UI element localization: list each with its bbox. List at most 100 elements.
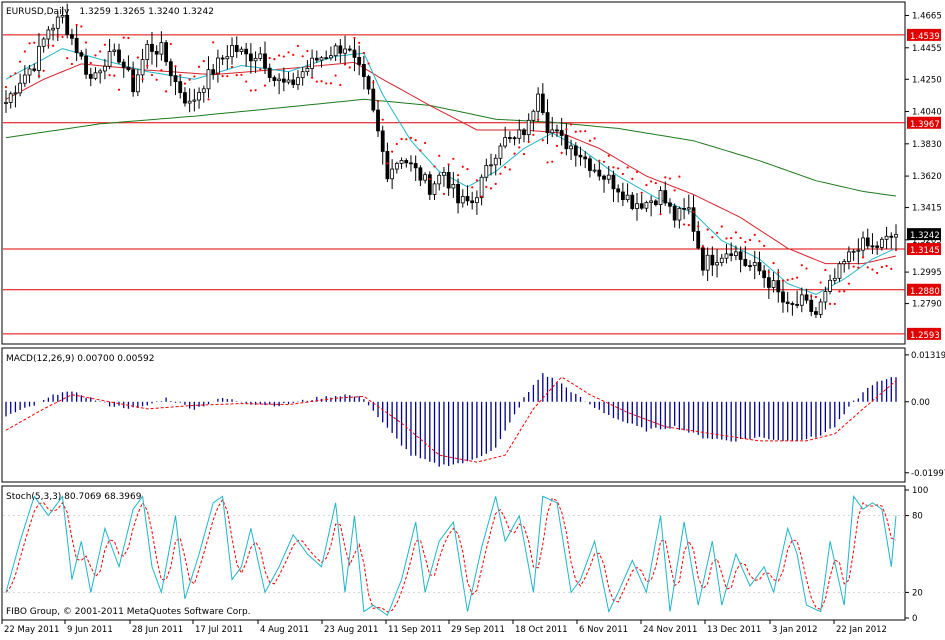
sar-dot: [325, 82, 328, 85]
price-bar: [639, 194, 644, 210]
price-bar: [239, 46, 244, 55]
price-bar: [658, 186, 663, 214]
sar-dot: [480, 195, 483, 198]
price-bar: [738, 246, 743, 273]
bar-body: [145, 43, 150, 60]
bar-body: [701, 247, 705, 271]
bar-body: [451, 184, 456, 189]
sar-dot: [33, 41, 36, 44]
bar-body: [314, 57, 319, 61]
price-bar: [668, 198, 672, 214]
price-bar: [248, 43, 253, 74]
bar-body: [140, 59, 145, 76]
sar-dot: [763, 244, 766, 248]
price-bar: [484, 158, 489, 182]
bar-body: [201, 88, 206, 93]
bar-body: [705, 254, 710, 271]
sar-dot: [216, 72, 220, 75]
sar-dot: [852, 265, 855, 268]
bar-body: [644, 202, 649, 209]
x-tick-label: 22 May 2011: [4, 625, 59, 635]
price-bar: [361, 55, 366, 90]
price-bar: [211, 64, 216, 80]
bar-body: [333, 45, 338, 57]
price-bar: [512, 136, 517, 146]
bar-body: [51, 27, 55, 31]
price-bar: [51, 23, 55, 41]
y-tick-label: 1.3830: [912, 140, 942, 150]
sar-dot: [833, 302, 836, 306]
bar-body: [672, 205, 677, 221]
price-bar: [60, 6, 65, 24]
x-tick-label: 22 Jan 2012: [836, 625, 887, 635]
bar-body: [658, 190, 663, 206]
bar-body: [828, 279, 832, 292]
price-bar: [583, 151, 588, 169]
sar-dot: [395, 142, 398, 146]
sar-dot: [240, 73, 243, 76]
sar-dot: [230, 65, 234, 69]
price-bar: [625, 183, 630, 203]
sar-dot: [47, 44, 50, 47]
sar-dot: [282, 55, 285, 58]
price-bar: [809, 294, 814, 317]
sar-dot: [273, 58, 276, 61]
price-bar: [653, 199, 658, 207]
price-bar: [446, 165, 451, 196]
price-bar: [733, 245, 738, 261]
price-bar: [456, 178, 460, 214]
price-bar: [27, 64, 32, 84]
price-bar: [314, 50, 319, 63]
price-bar: [145, 40, 150, 69]
price-bar: [117, 43, 121, 64]
price-bar: [470, 191, 475, 210]
bar-body: [164, 42, 169, 63]
sar-dot: [249, 89, 252, 92]
bar-body: [267, 67, 272, 78]
bar-body: [616, 188, 621, 193]
price-bar: [310, 49, 314, 79]
price-bar: [865, 228, 870, 250]
current-price-label: 1.3242: [910, 231, 940, 241]
price-bar: [465, 185, 470, 206]
sar-dot: [108, 73, 111, 77]
price-plot: [3, 3, 905, 335]
bar-body: [842, 261, 847, 265]
price-bar: [206, 56, 211, 98]
price-bar: [173, 66, 178, 96]
sar-dot: [612, 166, 615, 169]
price-bar: [329, 46, 333, 61]
price-bar: [602, 174, 606, 193]
sar-dot: [165, 90, 168, 93]
sar-dot: [843, 290, 846, 293]
price-bar: [884, 226, 889, 249]
x-tick-label: 24 Nov 2011: [643, 625, 697, 635]
sar-dot: [593, 137, 596, 140]
sar-dot: [800, 264, 803, 267]
bar-body: [545, 112, 550, 134]
sar-dot: [442, 192, 446, 195]
sar-dot: [494, 182, 497, 185]
price-bar: [263, 41, 267, 74]
bar-body: [710, 254, 715, 266]
sar-dot: [715, 231, 719, 234]
sar-dot: [301, 55, 304, 58]
bar-body: [150, 43, 154, 52]
sar-dot: [42, 69, 45, 72]
sar-dot: [857, 266, 860, 269]
price-bar: [672, 203, 677, 228]
price-bar: [183, 87, 187, 107]
price-bar: [319, 56, 324, 68]
price-bar: [630, 191, 635, 211]
sar-dot: [471, 186, 474, 189]
bar-body: [13, 92, 18, 95]
price-bar: [766, 269, 771, 299]
price-bar: [197, 87, 201, 109]
price-bar: [451, 171, 456, 198]
sar-dot: [433, 165, 436, 168]
bar-body: [757, 262, 762, 272]
sar-dot: [574, 130, 577, 133]
price-bar: [423, 172, 428, 184]
sar-dot: [711, 236, 714, 239]
sar-dot: [767, 270, 770, 274]
